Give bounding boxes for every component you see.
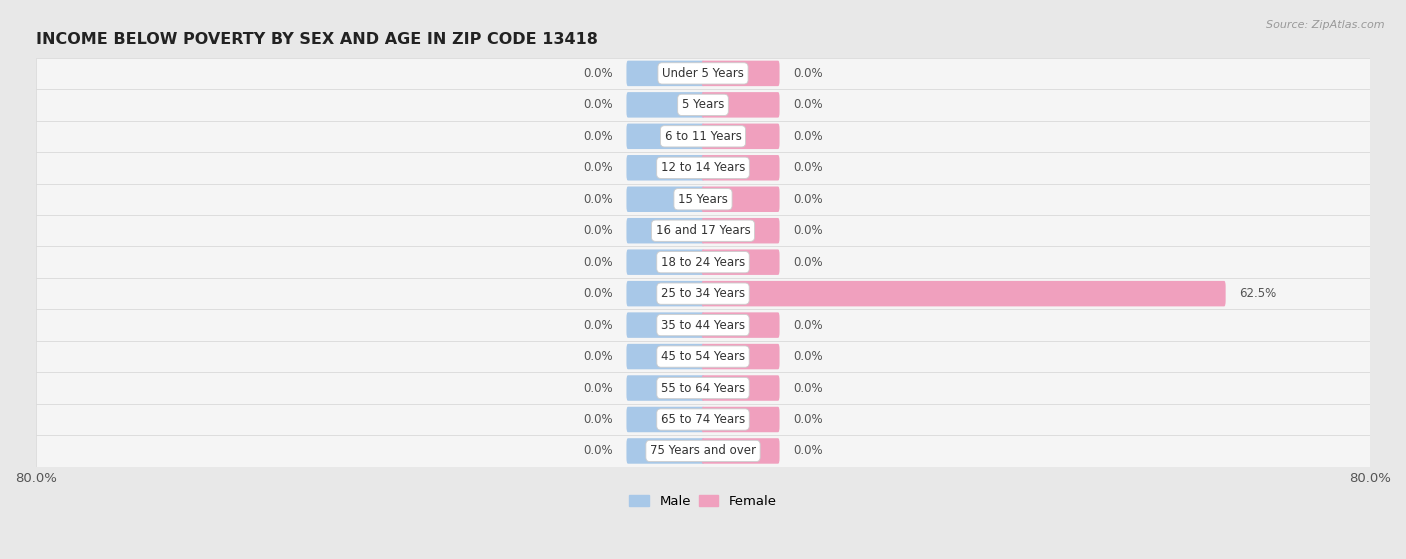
FancyBboxPatch shape	[702, 92, 779, 117]
Text: INCOME BELOW POVERTY BY SEX AND AGE IN ZIP CODE 13418: INCOME BELOW POVERTY BY SEX AND AGE IN Z…	[37, 32, 598, 47]
FancyBboxPatch shape	[702, 438, 779, 464]
Text: 0.0%: 0.0%	[583, 255, 613, 269]
Bar	[37, 152, 1369, 183]
Text: 0.0%: 0.0%	[583, 382, 613, 395]
Text: 0.0%: 0.0%	[583, 130, 613, 143]
Text: 0.0%: 0.0%	[583, 287, 613, 300]
FancyBboxPatch shape	[702, 60, 779, 86]
Text: 55 to 64 Years: 55 to 64 Years	[661, 382, 745, 395]
Text: 0.0%: 0.0%	[583, 193, 613, 206]
FancyBboxPatch shape	[627, 407, 704, 432]
FancyBboxPatch shape	[627, 281, 704, 306]
FancyBboxPatch shape	[627, 218, 704, 244]
Text: 0.0%: 0.0%	[583, 67, 613, 80]
Text: 0.0%: 0.0%	[583, 444, 613, 457]
Text: 0.0%: 0.0%	[793, 382, 823, 395]
Text: 0.0%: 0.0%	[793, 319, 823, 331]
Text: 0.0%: 0.0%	[793, 413, 823, 426]
FancyBboxPatch shape	[702, 155, 779, 181]
Bar	[37, 89, 1369, 121]
FancyBboxPatch shape	[702, 312, 779, 338]
Bar	[37, 183, 1369, 215]
FancyBboxPatch shape	[627, 60, 704, 86]
Text: 16 and 17 Years: 16 and 17 Years	[655, 224, 751, 237]
FancyBboxPatch shape	[702, 281, 1226, 306]
Legend: Male, Female: Male, Female	[624, 489, 782, 513]
Text: 0.0%: 0.0%	[793, 162, 823, 174]
Text: 0.0%: 0.0%	[793, 130, 823, 143]
Bar	[37, 341, 1369, 372]
Bar	[37, 58, 1369, 89]
Text: 18 to 24 Years: 18 to 24 Years	[661, 255, 745, 269]
Text: 35 to 44 Years: 35 to 44 Years	[661, 319, 745, 331]
Text: 0.0%: 0.0%	[583, 413, 613, 426]
Text: 0.0%: 0.0%	[583, 319, 613, 331]
Text: 45 to 54 Years: 45 to 54 Years	[661, 350, 745, 363]
Text: 6 to 11 Years: 6 to 11 Years	[665, 130, 741, 143]
Text: 0.0%: 0.0%	[583, 98, 613, 111]
Bar	[37, 215, 1369, 247]
FancyBboxPatch shape	[702, 249, 779, 275]
Text: Under 5 Years: Under 5 Years	[662, 67, 744, 80]
FancyBboxPatch shape	[627, 344, 704, 369]
FancyBboxPatch shape	[702, 218, 779, 244]
Text: Source: ZipAtlas.com: Source: ZipAtlas.com	[1267, 20, 1385, 30]
Text: 15 Years: 15 Years	[678, 193, 728, 206]
FancyBboxPatch shape	[702, 187, 779, 212]
FancyBboxPatch shape	[627, 155, 704, 181]
Text: 65 to 74 Years: 65 to 74 Years	[661, 413, 745, 426]
Text: 0.0%: 0.0%	[793, 98, 823, 111]
Text: 0.0%: 0.0%	[583, 224, 613, 237]
Text: 0.0%: 0.0%	[793, 224, 823, 237]
FancyBboxPatch shape	[627, 438, 704, 464]
Bar	[37, 309, 1369, 341]
Text: 75 Years and over: 75 Years and over	[650, 444, 756, 457]
FancyBboxPatch shape	[627, 249, 704, 275]
FancyBboxPatch shape	[702, 375, 779, 401]
Text: 25 to 34 Years: 25 to 34 Years	[661, 287, 745, 300]
FancyBboxPatch shape	[627, 312, 704, 338]
Bar	[37, 247, 1369, 278]
FancyBboxPatch shape	[627, 375, 704, 401]
Text: 0.0%: 0.0%	[793, 67, 823, 80]
Text: 0.0%: 0.0%	[793, 255, 823, 269]
Text: 12 to 14 Years: 12 to 14 Years	[661, 162, 745, 174]
Text: 0.0%: 0.0%	[793, 350, 823, 363]
FancyBboxPatch shape	[702, 344, 779, 369]
Bar	[37, 278, 1369, 309]
Bar	[37, 435, 1369, 467]
FancyBboxPatch shape	[627, 187, 704, 212]
Text: 0.0%: 0.0%	[793, 193, 823, 206]
FancyBboxPatch shape	[702, 124, 779, 149]
Text: 5 Years: 5 Years	[682, 98, 724, 111]
FancyBboxPatch shape	[627, 92, 704, 117]
Bar	[37, 404, 1369, 435]
Text: 0.0%: 0.0%	[583, 162, 613, 174]
Bar	[37, 121, 1369, 152]
Text: 0.0%: 0.0%	[583, 350, 613, 363]
Text: 0.0%: 0.0%	[793, 444, 823, 457]
Bar	[37, 372, 1369, 404]
Text: 62.5%: 62.5%	[1239, 287, 1277, 300]
FancyBboxPatch shape	[627, 124, 704, 149]
FancyBboxPatch shape	[702, 407, 779, 432]
